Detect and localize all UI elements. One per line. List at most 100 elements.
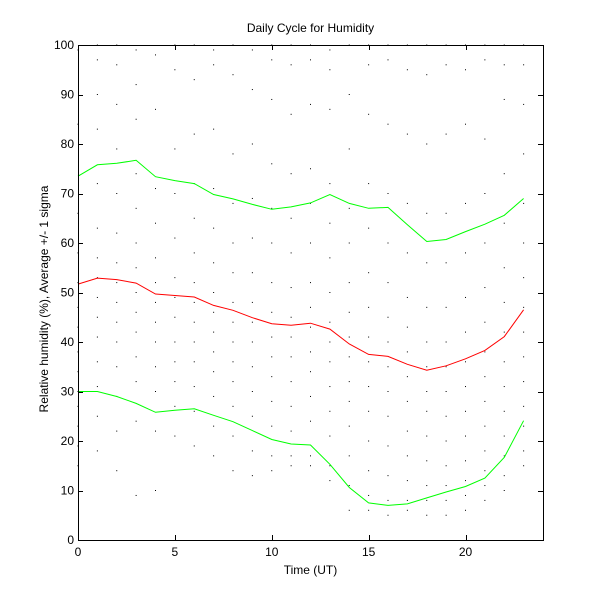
scatter-point — [135, 292, 137, 293]
scatter-point — [503, 475, 505, 477]
scatter-point — [445, 485, 447, 487]
scatter-point — [232, 470, 234, 472]
scatter-point — [503, 267, 505, 269]
scatter-point — [193, 133, 195, 135]
scatter-point — [426, 485, 428, 487]
scatter-point — [251, 391, 253, 392]
scatter-point — [290, 316, 292, 318]
scatter-point — [348, 356, 350, 358]
scatter-point — [290, 356, 292, 358]
scatter-point — [406, 296, 408, 298]
scatter-point — [232, 153, 234, 155]
scatter-point — [484, 499, 486, 501]
scatter-point — [290, 405, 292, 407]
scatter-point — [387, 475, 389, 477]
y-tick-label: 60 — [61, 236, 75, 250]
scatter-point — [290, 465, 292, 467]
scatter-point — [155, 341, 156, 343]
scatter-point — [193, 301, 195, 303]
scatter-point — [96, 336, 98, 338]
scatter-point — [445, 415, 447, 417]
y-axis-label: Relative humidity (%), Average +/- 1 sig… — [37, 185, 51, 413]
scatter-point — [155, 188, 156, 190]
scatter-point — [290, 287, 292, 289]
scatter-point — [368, 272, 370, 274]
scatter-point — [329, 480, 331, 482]
scatter-point — [387, 415, 389, 417]
scatter-point — [213, 292, 215, 293]
scatter-point — [213, 371, 215, 373]
scatter-point — [232, 341, 234, 343]
scatter-point — [368, 410, 370, 412]
scatter-point — [193, 341, 195, 343]
scatter-point — [155, 54, 156, 56]
scatter-point — [174, 296, 176, 298]
scatter-point — [465, 480, 466, 482]
scatter-point — [310, 103, 311, 105]
series-line-0 — [77, 159, 524, 243]
scatter-point — [503, 386, 505, 388]
scatter-point — [310, 168, 311, 170]
scatter-point — [523, 103, 525, 105]
scatter-point — [387, 123, 389, 125]
scatter-point — [116, 301, 118, 303]
scatter-point — [96, 257, 98, 259]
scatter-point — [213, 188, 215, 190]
scatter-point — [503, 410, 505, 412]
scatter-point — [251, 321, 253, 323]
scatter-layer — [77, 44, 525, 516]
scatter-point — [232, 435, 234, 437]
x-tick-label: 0 — [75, 545, 82, 559]
scatter-point — [329, 183, 331, 185]
scatter-point — [193, 321, 195, 323]
scatter-point — [290, 217, 292, 219]
y-tick-label: 10 — [61, 484, 75, 498]
scatter-point — [155, 257, 156, 259]
scatter-point — [523, 153, 525, 155]
scatter-point — [135, 84, 137, 86]
scatter-point — [368, 306, 370, 308]
scatter-point — [329, 465, 331, 467]
scatter-point — [368, 183, 370, 185]
scatter-point — [348, 336, 350, 338]
scatter-point — [387, 391, 389, 392]
scatter-point — [348, 282, 350, 284]
scatter-point — [348, 425, 350, 427]
y-tick-label: 40 — [61, 335, 75, 349]
scatter-point — [174, 361, 176, 363]
scatter-point — [155, 301, 156, 303]
scatter-point — [271, 311, 273, 313]
scatter-point — [387, 514, 389, 516]
scatter-point — [213, 395, 215, 397]
scatter-point — [465, 435, 466, 437]
scatter-point — [484, 59, 486, 61]
scatter-point — [271, 98, 273, 100]
scatter-point — [484, 242, 486, 244]
scatter-point — [406, 499, 408, 501]
scatter-point — [465, 123, 466, 125]
scatter-point — [368, 470, 370, 472]
scatter-point — [213, 331, 215, 333]
scatter-point — [503, 435, 505, 437]
scatter-point — [155, 430, 156, 432]
x-tick-label: 15 — [362, 545, 376, 559]
scatter-point — [96, 183, 98, 185]
scatter-point — [135, 420, 137, 422]
scatter-point — [406, 69, 408, 71]
scatter-point — [135, 118, 137, 120]
scatter-point — [445, 262, 447, 264]
scatter-point — [348, 400, 350, 402]
scatter-point — [290, 336, 292, 338]
scatter-point — [523, 356, 525, 358]
scatter-point — [135, 331, 137, 333]
scatter-point — [232, 361, 234, 363]
scatter-point — [310, 371, 311, 373]
scatter-point — [484, 470, 486, 472]
scatter-point — [465, 460, 466, 462]
scatter-point — [155, 366, 156, 368]
scatter-point — [271, 425, 273, 427]
scatter-point — [213, 227, 215, 229]
scatter-point — [329, 361, 331, 363]
x-tick-label: 20 — [459, 545, 473, 559]
scatter-point — [445, 133, 447, 135]
